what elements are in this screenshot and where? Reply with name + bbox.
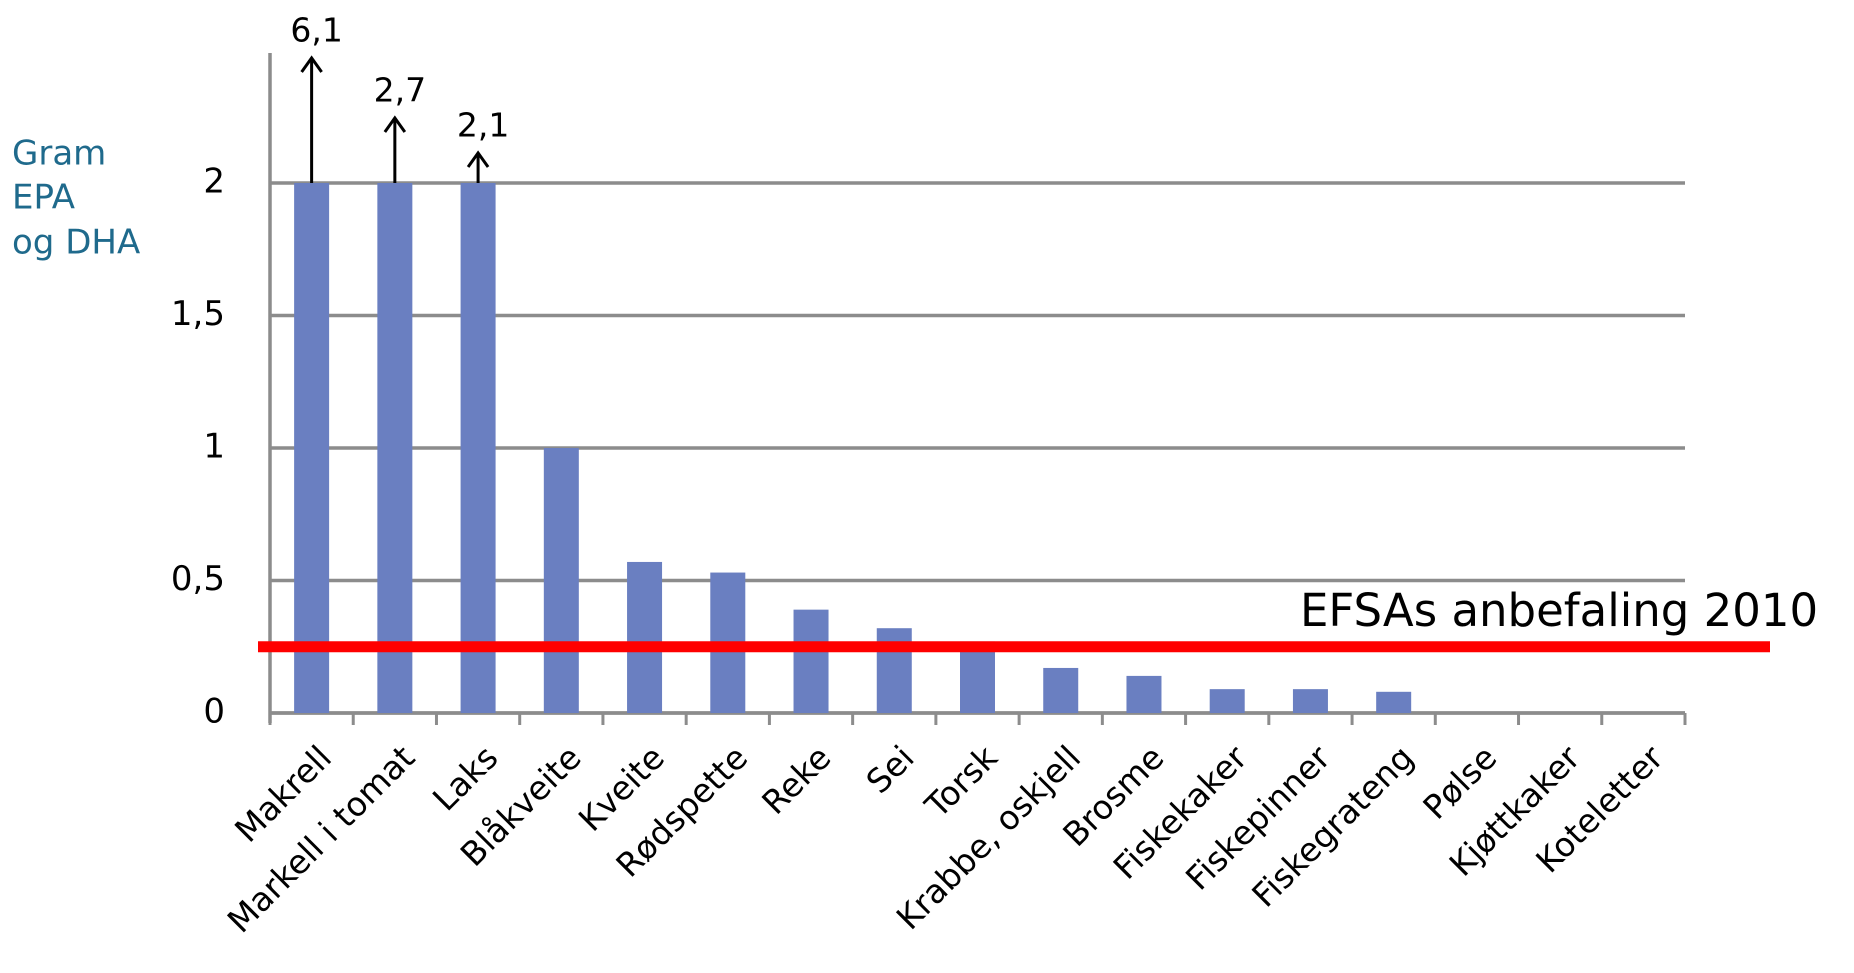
y-axis-label: EPA [12, 178, 75, 218]
bar [1043, 667, 1079, 713]
bar [377, 183, 413, 713]
overflow-arrowhead [466, 150, 490, 168]
bar [627, 561, 663, 713]
bar [960, 641, 995, 713]
y-axis-label: Gram [12, 134, 106, 174]
y-tick-label: 1,5 [171, 294, 225, 334]
value-label: 2,1 [457, 106, 509, 145]
y-axis-label: og DHA [12, 223, 140, 263]
bar [793, 609, 829, 713]
reference-label: EFSAs anbefaling 2010 [1300, 584, 1818, 637]
y-tick-label: 0,5 [171, 559, 225, 599]
x-tick-label: Reke [754, 738, 838, 822]
y-tick-label: 1 [203, 427, 225, 467]
bar [1292, 689, 1328, 713]
overflow-arrowhead [300, 55, 323, 73]
bar [876, 628, 912, 713]
value-label: 6,1 [290, 11, 342, 50]
value-label: 2,7 [374, 71, 426, 110]
bar [1209, 689, 1245, 713]
bar [1126, 675, 1162, 713]
y-tick-label: 2 [203, 162, 225, 202]
bars [294, 183, 1412, 713]
bar [294, 183, 330, 713]
bar [460, 183, 496, 713]
overflow-arrowhead [383, 115, 407, 133]
x-tick-label: Sei [858, 738, 921, 801]
y-tick-label: 0 [203, 692, 225, 732]
bar [1376, 691, 1412, 713]
bar [543, 448, 579, 713]
